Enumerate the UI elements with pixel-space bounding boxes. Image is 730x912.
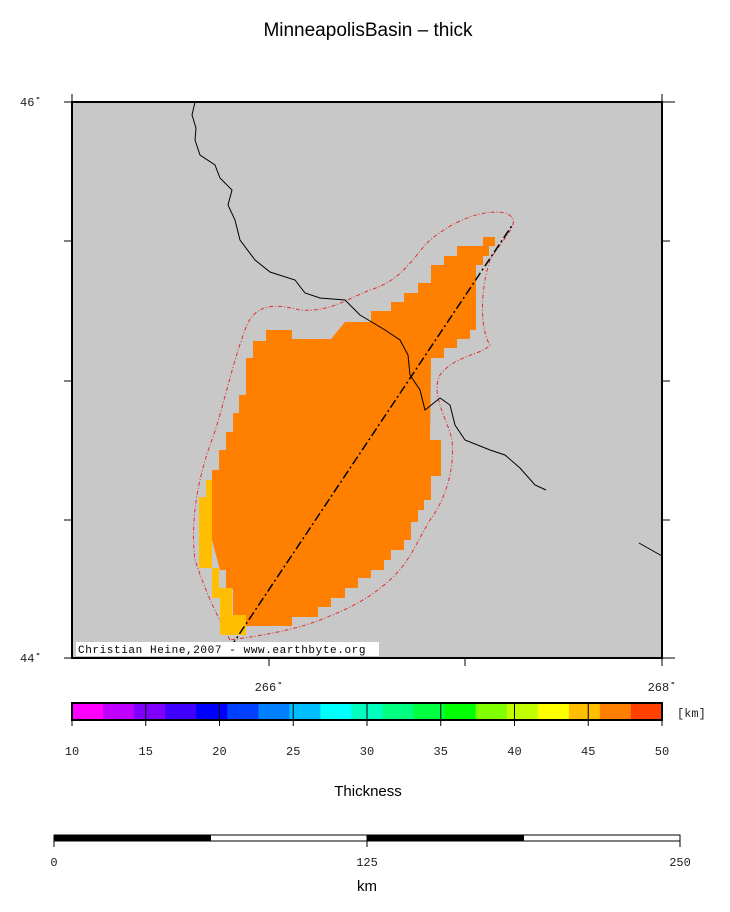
colorbar-tick-label: 50 bbox=[655, 745, 669, 759]
colorbar-tick-label: 30 bbox=[360, 745, 374, 759]
color-swatch bbox=[289, 703, 321, 720]
colorbar-tick-label: 40 bbox=[507, 745, 521, 759]
thickness-area bbox=[212, 237, 495, 626]
color-swatch bbox=[227, 703, 259, 720]
color-swatch bbox=[382, 703, 415, 720]
lon-label: 268˚ bbox=[648, 681, 677, 695]
colorbar: 10 15 20 25 30 35 40 45 50 bbox=[65, 702, 669, 759]
color-swatch bbox=[599, 703, 632, 720]
color-swatch bbox=[165, 703, 197, 720]
colorbar-tick-label: 25 bbox=[286, 745, 300, 759]
river bbox=[638, 542, 663, 557]
color-swatch bbox=[134, 703, 166, 720]
colorbar-label: Thickness bbox=[334, 783, 402, 800]
colorbar-unit: [km] bbox=[677, 707, 706, 721]
scalebar: 0 125 250 bbox=[50, 834, 691, 870]
scalebar-tick-label: 125 bbox=[356, 856, 378, 870]
frame-ticks bbox=[64, 94, 675, 666]
scalebar-segment bbox=[210, 834, 368, 842]
scalebar-tick-label: 0 bbox=[50, 856, 57, 870]
title: MinneapolisBasin – thick bbox=[263, 20, 473, 41]
red-outline bbox=[193, 211, 514, 641]
scalebar-segment bbox=[366, 834, 524, 842]
scalebar-segment bbox=[53, 834, 211, 842]
colorbar-frame bbox=[71, 702, 663, 721]
color-swatch bbox=[196, 703, 228, 720]
river bbox=[191, 101, 547, 491]
colorbar-tick-label: 35 bbox=[434, 745, 448, 759]
colorbar-tick-label: 10 bbox=[65, 745, 79, 759]
lat-label: 46˚ bbox=[20, 96, 42, 110]
lat-label: 44˚ bbox=[20, 652, 42, 666]
color-swatch bbox=[506, 703, 539, 720]
scalebar-segment bbox=[523, 834, 681, 842]
color-swatch bbox=[475, 703, 508, 720]
scalebar-tick-label: 250 bbox=[669, 856, 691, 870]
scalebar-unit: km bbox=[357, 878, 377, 895]
colorbar-tick-label: 45 bbox=[581, 745, 595, 759]
credit-box bbox=[76, 642, 379, 656]
colorbar-tick-label: 15 bbox=[139, 745, 153, 759]
color-swatch bbox=[258, 703, 290, 720]
color-swatch bbox=[72, 703, 104, 720]
color-swatch bbox=[568, 703, 601, 720]
map-frame bbox=[71, 101, 663, 659]
color-swatch bbox=[444, 703, 477, 720]
color-swatch bbox=[103, 703, 135, 720]
thickness-area-thin bbox=[199, 480, 246, 635]
color-swatch bbox=[630, 703, 663, 720]
map: Christian Heine,2007 - www.earthbyte.org… bbox=[20, 94, 676, 695]
color-swatch bbox=[537, 703, 570, 720]
credit: Christian Heine,2007 - www.earthbyte.org bbox=[78, 645, 366, 657]
colorbar-tick-label: 20 bbox=[212, 745, 226, 759]
color-swatch bbox=[413, 703, 446, 720]
color-swatch bbox=[320, 703, 352, 720]
lon-label: 266˚ bbox=[255, 681, 284, 695]
